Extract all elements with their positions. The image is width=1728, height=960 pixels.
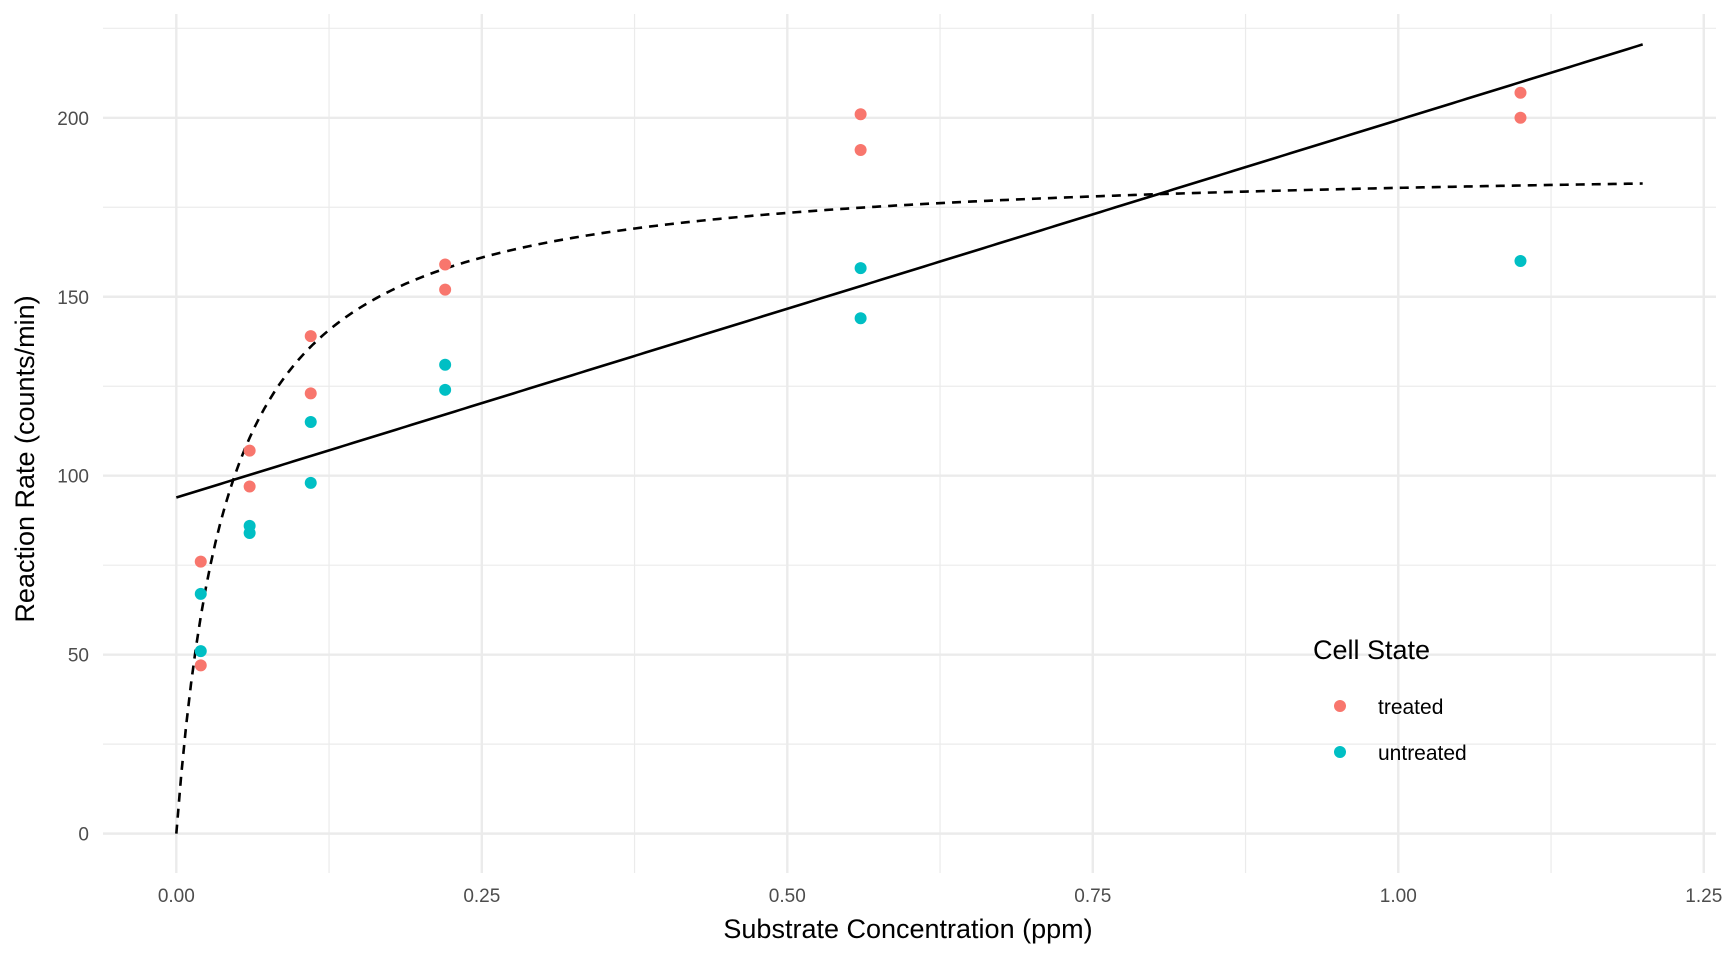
x-tick-labels: 0.00 0.25 0.50 0.75 1.00 1.25 <box>158 886 1722 907</box>
y-tick-label: 200 <box>57 109 89 130</box>
linear-fit-line <box>175 43 1644 499</box>
y-tick-label: 150 <box>57 288 89 309</box>
y-tick-label: 100 <box>57 467 89 488</box>
data-point-treated <box>243 480 256 493</box>
data-point-treated <box>1514 86 1527 99</box>
x-tick-label: 1.25 <box>1685 886 1722 907</box>
legend-key-untreated <box>1334 746 1346 758</box>
y-tick-labels: 0 50 100 150 200 <box>57 109 89 846</box>
x-tick-label: 1.00 <box>1380 886 1417 907</box>
data-point-untreated <box>194 587 207 600</box>
michaelis-menten-fit-line <box>175 182 1643 834</box>
data-point-untreated <box>439 358 452 371</box>
legend-label-treated: treated <box>1378 696 1443 719</box>
data-point-treated <box>304 387 317 400</box>
data-point-untreated <box>243 519 256 532</box>
y-tick-label: 50 <box>68 646 89 667</box>
data-point-treated <box>243 444 256 457</box>
data-point-treated <box>194 555 207 568</box>
x-tick-label: 0.00 <box>158 886 195 907</box>
grid-major <box>103 14 1716 873</box>
x-axis-title: Substrate Concentration (ppm) <box>723 914 1092 944</box>
data-point-untreated <box>854 262 867 275</box>
data-point-treated <box>439 258 452 271</box>
data-point-treated <box>194 659 207 672</box>
data-point-treated <box>854 108 867 121</box>
data-point-untreated <box>304 416 317 429</box>
legend-entries: treated untreated <box>1334 696 1467 765</box>
data-point-untreated <box>854 312 867 325</box>
y-tick-label: 0 <box>78 825 89 846</box>
y-axis-title: Reaction Rate (counts/min) <box>10 295 40 622</box>
legend-key-treated <box>1334 700 1346 712</box>
x-tick-label: 0.75 <box>1074 886 1111 907</box>
data-point-untreated <box>194 645 207 658</box>
legend: Cell State treated untreated <box>1313 635 1467 765</box>
data-point-untreated <box>1514 254 1527 267</box>
data-point-treated <box>854 144 867 157</box>
x-tick-label: 0.25 <box>463 886 500 907</box>
data-point-untreated <box>439 383 452 396</box>
data-point-untreated <box>304 476 317 489</box>
data-point-treated <box>304 330 317 343</box>
x-tick-label: 0.50 <box>769 886 806 907</box>
grid-minor <box>103 14 1716 873</box>
legend-label-untreated: untreated <box>1378 742 1467 765</box>
fit-lines <box>175 43 1644 834</box>
data-points <box>194 86 1527 672</box>
data-point-treated <box>439 283 452 296</box>
data-point-treated <box>1514 111 1527 124</box>
legend-title: Cell State <box>1313 635 1430 665</box>
